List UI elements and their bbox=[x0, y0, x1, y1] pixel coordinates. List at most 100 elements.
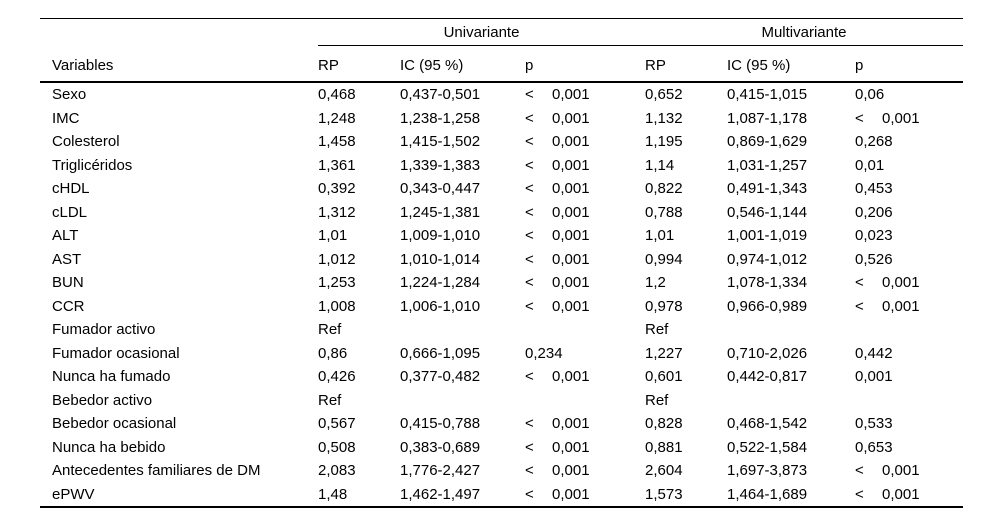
uni-p-value: <0,001 bbox=[525, 83, 645, 107]
variable-name: ALT bbox=[52, 227, 79, 244]
uni-rp-value: 1,012 bbox=[318, 250, 356, 268]
uni-p-value: <0,001 bbox=[525, 177, 645, 201]
variable-name: ePWV bbox=[52, 485, 95, 503]
multi-ic-value bbox=[727, 389, 855, 413]
multi-p-value: <0,001 bbox=[855, 271, 963, 295]
multi-ic-value: 0,415-1,015 bbox=[727, 86, 808, 103]
uni-p-sign: < bbox=[525, 180, 534, 197]
uni-p-sign: < bbox=[525, 203, 534, 221]
uni-rp-value: 0,392 bbox=[318, 180, 356, 197]
multi-ic-value: 1,031-1,257 bbox=[727, 156, 808, 174]
multi-p-value: 0,533 bbox=[855, 412, 963, 436]
variable-name: IMC bbox=[52, 109, 80, 127]
multi-p-value: 0,526 bbox=[855, 248, 963, 272]
table-row: cHDL 0,392 0,343-0,447 <0,001 0,822 0,49… bbox=[40, 177, 963, 201]
uni-p-value: <0,001 bbox=[525, 295, 645, 319]
uni-p-value: <0,001 bbox=[525, 154, 645, 178]
table-row: Colesterol 1,458 1,415-1,502 <0,001 1,19… bbox=[40, 130, 963, 154]
table-row: Fumador activo Ref Ref bbox=[40, 318, 963, 342]
uni-ic-value: 1,009-1,010 bbox=[400, 227, 481, 244]
table-row: Triglicéridos 1,361 1,339-1,383 <0,001 1… bbox=[40, 154, 963, 178]
variable-name: cHDL bbox=[52, 180, 90, 197]
multi-p-value: 0,023 bbox=[855, 224, 963, 248]
multi-p-value: 0,442 bbox=[855, 342, 963, 366]
multi-p-value: 0,653 bbox=[855, 436, 963, 460]
table-row: cLDL 1,312 1,245-1,381 <0,001 0,788 0,54… bbox=[40, 201, 963, 225]
multi-ic-value: 0,546-1,144 bbox=[727, 203, 808, 221]
uni-p-sign: < bbox=[525, 274, 534, 291]
multi-ic-value: 1,697-3,873 bbox=[727, 462, 808, 479]
multi-rp-value: 0,788 bbox=[645, 203, 683, 221]
uni-p-sign: < bbox=[525, 485, 534, 503]
uni-p-value: <0,001 bbox=[525, 436, 645, 460]
table-row: Fumador ocasional 0,86 0,666-1,095 0,234… bbox=[40, 342, 963, 366]
multi-ic-value: 0,442-0,817 bbox=[727, 368, 808, 385]
uni-p-value bbox=[525, 318, 645, 342]
uni-p-number: 0,001 bbox=[552, 462, 590, 479]
uni-p-number: 0,001 bbox=[552, 227, 590, 244]
column-header-variables: Variables bbox=[52, 57, 114, 74]
uni-rp-value: 1,361 bbox=[318, 156, 356, 174]
uni-p-sign: < bbox=[525, 86, 534, 103]
variable-name: CCR bbox=[52, 297, 85, 315]
uni-rp-value: 0,567 bbox=[318, 415, 356, 432]
multi-p-number: 0,533 bbox=[855, 415, 893, 432]
multi-rp-value: 0,601 bbox=[645, 368, 683, 385]
multi-ic-value: 0,522-1,584 bbox=[727, 438, 808, 456]
uni-p-number: 0,001 bbox=[552, 109, 590, 127]
multi-p-value: <0,001 bbox=[855, 483, 963, 507]
variable-name: Nunca ha bebido bbox=[52, 438, 166, 456]
uni-ic-value: 0,666-1,095 bbox=[400, 344, 481, 362]
uni-p-sign: < bbox=[525, 462, 534, 479]
multi-ic-value: 1,078-1,334 bbox=[727, 274, 808, 291]
multi-rp-value: 0,828 bbox=[645, 415, 683, 432]
multi-rp-value: 2,604 bbox=[645, 462, 683, 479]
uni-p-value: <0,001 bbox=[525, 459, 645, 483]
multi-p-number: 0,001 bbox=[882, 274, 920, 291]
variable-name: BUN bbox=[52, 274, 84, 291]
multi-p-value bbox=[855, 318, 963, 342]
uni-p-number: 0,001 bbox=[552, 415, 590, 432]
uni-ic-value: 1,415-1,502 bbox=[400, 133, 481, 150]
variable-name: Nunca ha fumado bbox=[52, 368, 171, 385]
multi-rp-value: 1,01 bbox=[645, 227, 675, 244]
multi-p-number: 0,001 bbox=[855, 368, 893, 385]
uni-ic-value: 1,006-1,010 bbox=[400, 297, 481, 315]
uni-rp-value: Ref bbox=[318, 321, 342, 338]
uni-p-sign: < bbox=[525, 415, 534, 432]
multi-ic-value: 0,869-1,629 bbox=[727, 133, 808, 150]
uni-p-number: 0,001 bbox=[552, 203, 590, 221]
table-body: Sexo 0,468 0,437-0,501 <0,001 0,652 0,41… bbox=[40, 83, 963, 508]
uni-p-value bbox=[525, 389, 645, 413]
multi-ic-value: 0,468-1,542 bbox=[727, 415, 808, 432]
uni-rp-value: 1,01 bbox=[318, 227, 348, 244]
multi-p-sign: < bbox=[855, 485, 864, 503]
uni-p-number: 0,001 bbox=[552, 156, 590, 174]
multi-ic-value: 0,966-0,989 bbox=[727, 297, 808, 315]
table-row: Bebedor activo Ref Ref bbox=[40, 389, 963, 413]
column-header-uni-ic: IC (95 %) bbox=[400, 57, 464, 74]
uni-ic-value: 0,377-0,482 bbox=[400, 368, 481, 385]
uni-p-sign: < bbox=[525, 438, 534, 456]
column-header-multi-rp: RP bbox=[645, 57, 666, 74]
uni-p-value: <0,001 bbox=[525, 365, 645, 389]
uni-p-number: 0,001 bbox=[552, 86, 590, 103]
multi-ic-value bbox=[727, 318, 855, 342]
uni-p-value: <0,001 bbox=[525, 130, 645, 154]
variable-name: Colesterol bbox=[52, 133, 120, 150]
multi-ic-value: 1,464-1,689 bbox=[727, 485, 808, 503]
uni-p-value: 0,234 bbox=[525, 342, 645, 366]
uni-ic-value bbox=[400, 389, 525, 413]
multi-rp-value: 0,652 bbox=[645, 86, 683, 103]
multi-rp-value: 1,132 bbox=[645, 109, 683, 127]
column-header-uni-rp: RP bbox=[318, 57, 339, 74]
table-row: CCR 1,008 1,006-1,010 <0,001 0,978 0,966… bbox=[40, 295, 963, 319]
multi-ic-value: 0,491-1,343 bbox=[727, 180, 808, 197]
multi-rp-value: 0,881 bbox=[645, 438, 683, 456]
uni-p-sign: < bbox=[525, 227, 534, 244]
multi-p-value: <0,001 bbox=[855, 107, 963, 131]
table-row: Bebedor ocasional 0,567 0,415-0,788 <0,0… bbox=[40, 412, 963, 436]
uni-ic-value: 1,245-1,381 bbox=[400, 203, 481, 221]
uni-p-value: <0,001 bbox=[525, 224, 645, 248]
uni-rp-value: 1,458 bbox=[318, 133, 356, 150]
